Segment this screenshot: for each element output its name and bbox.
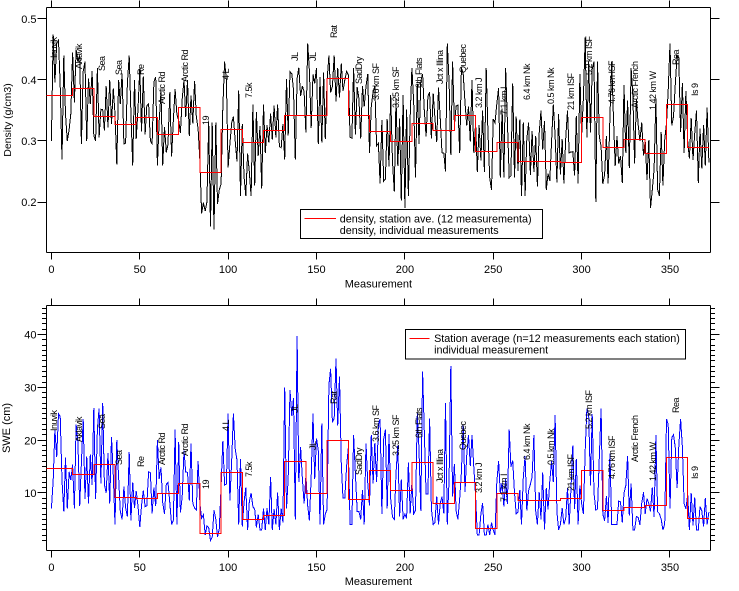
svg-text:SadDry: SadDry bbox=[354, 447, 364, 475]
svg-text:Inuvik: Inuvik bbox=[49, 409, 59, 431]
svg-text:6.4 km Nk: 6.4 km Nk bbox=[522, 423, 532, 460]
svg-text:Rat: Rat bbox=[329, 390, 339, 404]
svg-text:Is 9: Is 9 bbox=[690, 83, 700, 96]
svg-text:6.4 km Nk: 6.4 km Nk bbox=[522, 63, 532, 100]
svg-text:21 km ISF: 21 km ISF bbox=[566, 72, 576, 110]
svg-text:4 L: 4 L bbox=[221, 68, 231, 80]
svg-text:Arctic Rd: Arctic Rd bbox=[180, 424, 190, 457]
svg-text:1.42 km W: 1.42 km W bbox=[648, 441, 658, 481]
svg-text:350: 350 bbox=[661, 562, 679, 574]
svg-text:6th Flats: 6th Flats bbox=[414, 57, 424, 88]
svg-text:Jct x Illina: Jct x Illina bbox=[435, 50, 445, 84]
svg-text:JL: JL bbox=[290, 404, 300, 413]
svg-text:Re: Re bbox=[136, 64, 146, 75]
svg-text:150: 150 bbox=[307, 562, 325, 574]
svg-text:3.2 km J: 3.2 km J bbox=[474, 463, 484, 493]
svg-text:100: 100 bbox=[219, 264, 237, 276]
svg-text:30: 30 bbox=[24, 383, 36, 395]
svg-text:0: 0 bbox=[48, 562, 54, 574]
svg-text:0.5: 0.5 bbox=[21, 14, 36, 26]
svg-text:Sea: Sea bbox=[97, 56, 107, 71]
svg-text:individual measurement: individual measurement bbox=[434, 345, 548, 357]
svg-text:Aklavik: Aklavik bbox=[74, 43, 84, 69]
svg-text:3.6 km SF: 3.6 km SF bbox=[371, 62, 381, 100]
svg-text:19: 19 bbox=[201, 115, 211, 125]
svg-text:350: 350 bbox=[661, 264, 679, 276]
svg-text:40: 40 bbox=[24, 330, 36, 342]
svg-text:SadDry: SadDry bbox=[354, 56, 364, 84]
svg-text:Re: Re bbox=[136, 456, 146, 467]
svg-text:5.2 km ISF: 5.2 km ISF bbox=[584, 35, 594, 75]
svg-text:Is 9: Is 9 bbox=[690, 466, 700, 479]
svg-text:5.2 km ISF: 5.2 km ISF bbox=[584, 389, 594, 429]
svg-text:3.6 km SF: 3.6 km SF bbox=[371, 404, 381, 442]
svg-text:Measurement: Measurement bbox=[345, 279, 412, 291]
svg-text:0: 0 bbox=[48, 264, 54, 276]
svg-text:0.3: 0.3 bbox=[21, 136, 36, 148]
svg-text:7.5k: 7.5k bbox=[244, 82, 254, 98]
svg-text:Jct x Illina: Jct x Illina bbox=[435, 449, 445, 483]
svg-text:0.5 km Nk: 0.5 km Nk bbox=[546, 67, 556, 104]
svg-text:20: 20 bbox=[24, 435, 36, 447]
svg-text:Quebec: Quebec bbox=[458, 420, 468, 450]
svg-text:19: 19 bbox=[201, 479, 211, 489]
svg-text:4 L: 4 L bbox=[221, 419, 231, 431]
svg-text:Aklavik: Aklavik bbox=[74, 416, 84, 442]
svg-text:0.5 km Nk: 0.5 km Nk bbox=[546, 428, 556, 465]
svg-text:3.25 km SF: 3.25 km SF bbox=[391, 66, 401, 108]
svg-text:0.4: 0.4 bbox=[21, 75, 36, 87]
svg-text:50: 50 bbox=[134, 562, 146, 574]
svg-text:Arctic Rd: Arctic Rd bbox=[157, 72, 167, 105]
svg-text:250: 250 bbox=[484, 562, 502, 574]
svg-text:JL: JL bbox=[308, 441, 318, 450]
svg-text:Measurement: Measurement bbox=[345, 576, 412, 588]
svg-text:7.1 km I: 7.1 km I bbox=[499, 87, 509, 115]
svg-text:Density (g/cm3): Density (g/cm3) bbox=[2, 83, 14, 157]
svg-text:21 km ISF: 21 km ISF bbox=[566, 453, 576, 491]
svg-text:Arctic Rd: Arctic Rd bbox=[180, 50, 190, 83]
svg-text:Station average (n=12 measurem: Station average (n=12 measurements each … bbox=[434, 333, 680, 345]
svg-text:4.76 km ISF: 4.76 km ISF bbox=[607, 435, 617, 479]
svg-text:JL: JL bbox=[308, 52, 318, 61]
svg-text:JL: JL bbox=[290, 52, 300, 61]
svg-text:10: 10 bbox=[24, 488, 36, 500]
svg-text:density, station ave. (12 meas: density, station ave. (12 measurementa) bbox=[340, 213, 532, 225]
svg-text:Arctic French: Arctic French bbox=[630, 61, 640, 108]
svg-text:150: 150 bbox=[307, 264, 325, 276]
svg-text:Sea: Sea bbox=[114, 60, 124, 75]
svg-text:6th Flats: 6th Flats bbox=[414, 407, 424, 438]
svg-text:SWE (cm): SWE (cm) bbox=[1, 403, 13, 453]
svg-text:50: 50 bbox=[134, 264, 146, 276]
svg-text:3.2 km J: 3.2 km J bbox=[474, 78, 484, 108]
svg-text:Sea: Sea bbox=[114, 450, 124, 465]
svg-text:7.1 km I: 7.1 km I bbox=[499, 474, 509, 502]
svg-text:300: 300 bbox=[572, 264, 590, 276]
svg-text:7.5k: 7.5k bbox=[244, 461, 254, 477]
svg-text:100: 100 bbox=[219, 562, 237, 574]
svg-text:200: 200 bbox=[396, 264, 414, 276]
svg-text:200: 200 bbox=[396, 562, 414, 574]
svg-text:Arctic Rd: Arctic Rd bbox=[157, 433, 167, 466]
svg-text:Arctic French: Arctic French bbox=[630, 415, 640, 462]
svg-text:0.2: 0.2 bbox=[21, 197, 36, 209]
svg-text:Rea: Rea bbox=[671, 397, 681, 413]
svg-text:300: 300 bbox=[572, 562, 590, 574]
svg-text:250: 250 bbox=[484, 264, 502, 276]
svg-text:4.76 km ISF: 4.76 km ISF bbox=[607, 60, 617, 104]
svg-text:Quebec: Quebec bbox=[458, 43, 468, 73]
svg-text:3.25 km SF: 3.25 km SF bbox=[391, 414, 401, 456]
svg-text:Sea: Sea bbox=[97, 414, 107, 429]
svg-text:Rea: Rea bbox=[671, 49, 681, 65]
svg-text:Rat: Rat bbox=[329, 24, 339, 38]
svg-text:1.42 km W: 1.42 km W bbox=[648, 70, 658, 110]
svg-text:density, individual measuremen: density, individual measurements bbox=[340, 225, 499, 237]
svg-text:Inuvik: Inuvik bbox=[49, 36, 59, 58]
